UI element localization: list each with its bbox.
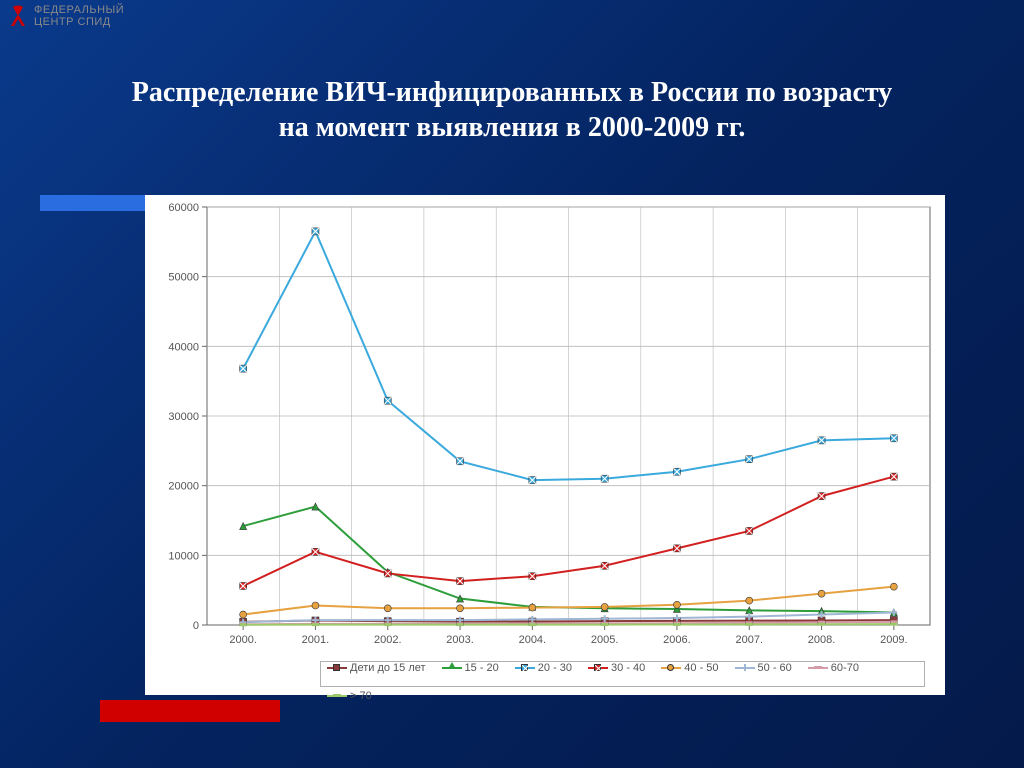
svg-text:2007.: 2007. <box>735 634 763 646</box>
logo-line1: ФЕДЕРАЛЬНЫЙ <box>34 4 124 16</box>
svg-text:2006.: 2006. <box>663 634 691 646</box>
svg-text:30000: 30000 <box>168 411 199 423</box>
chart-container: 0 10000 20000 30000 40000 50000 60000 2000. 2001… <box>145 195 945 695</box>
red-accent-bar <box>100 700 280 722</box>
legend-item: 60-70 <box>808 662 859 674</box>
logo-line2: ЦЕНТР СПИД <box>34 16 124 28</box>
svg-text:2005.: 2005. <box>591 634 619 646</box>
svg-text:60000: 60000 <box>168 202 199 214</box>
aids-ribbon-icon <box>6 4 30 28</box>
svg-text:2002.: 2002. <box>374 634 402 646</box>
svg-text:0: 0 <box>193 620 199 632</box>
chart-legend: Дети до 15 лет 15 - 20 20 - 30 30 - 40 40 - … <box>320 661 925 687</box>
title-line1: Распределение ВИЧ-инфицированных в Росси… <box>40 75 984 110</box>
legend-item: 30 - 40 <box>588 662 645 674</box>
legend-item: 50 - 60 <box>735 662 792 674</box>
legend-item: 40 - 50 <box>661 662 718 674</box>
svg-text:20000: 20000 <box>168 481 199 493</box>
legend-item: > 70 <box>327 690 372 702</box>
svg-text:2003.: 2003. <box>446 634 474 646</box>
legend-item: Дети до 15 лет <box>327 662 426 674</box>
svg-text:2001.: 2001. <box>302 634 330 646</box>
logo: ФЕДЕРАЛЬНЫЙ ЦЕНТР СПИД <box>6 4 124 28</box>
title-line2: на момент выявления в 2000-2009 гг. <box>40 110 984 145</box>
svg-text:2008.: 2008. <box>808 634 836 646</box>
svg-text:2000.: 2000. <box>229 634 257 646</box>
legend-item: 20 - 30 <box>515 662 572 674</box>
svg-text:2004.: 2004. <box>519 634 547 646</box>
svg-text:40000: 40000 <box>168 341 199 353</box>
svg-text:50000: 50000 <box>168 272 199 284</box>
svg-text:10000: 10000 <box>168 550 199 562</box>
svg-text:2009.: 2009. <box>880 634 908 646</box>
slide-title: Распределение ВИЧ-инфицированных в Росси… <box>0 75 1024 145</box>
legend-item: 15 - 20 <box>442 662 499 674</box>
